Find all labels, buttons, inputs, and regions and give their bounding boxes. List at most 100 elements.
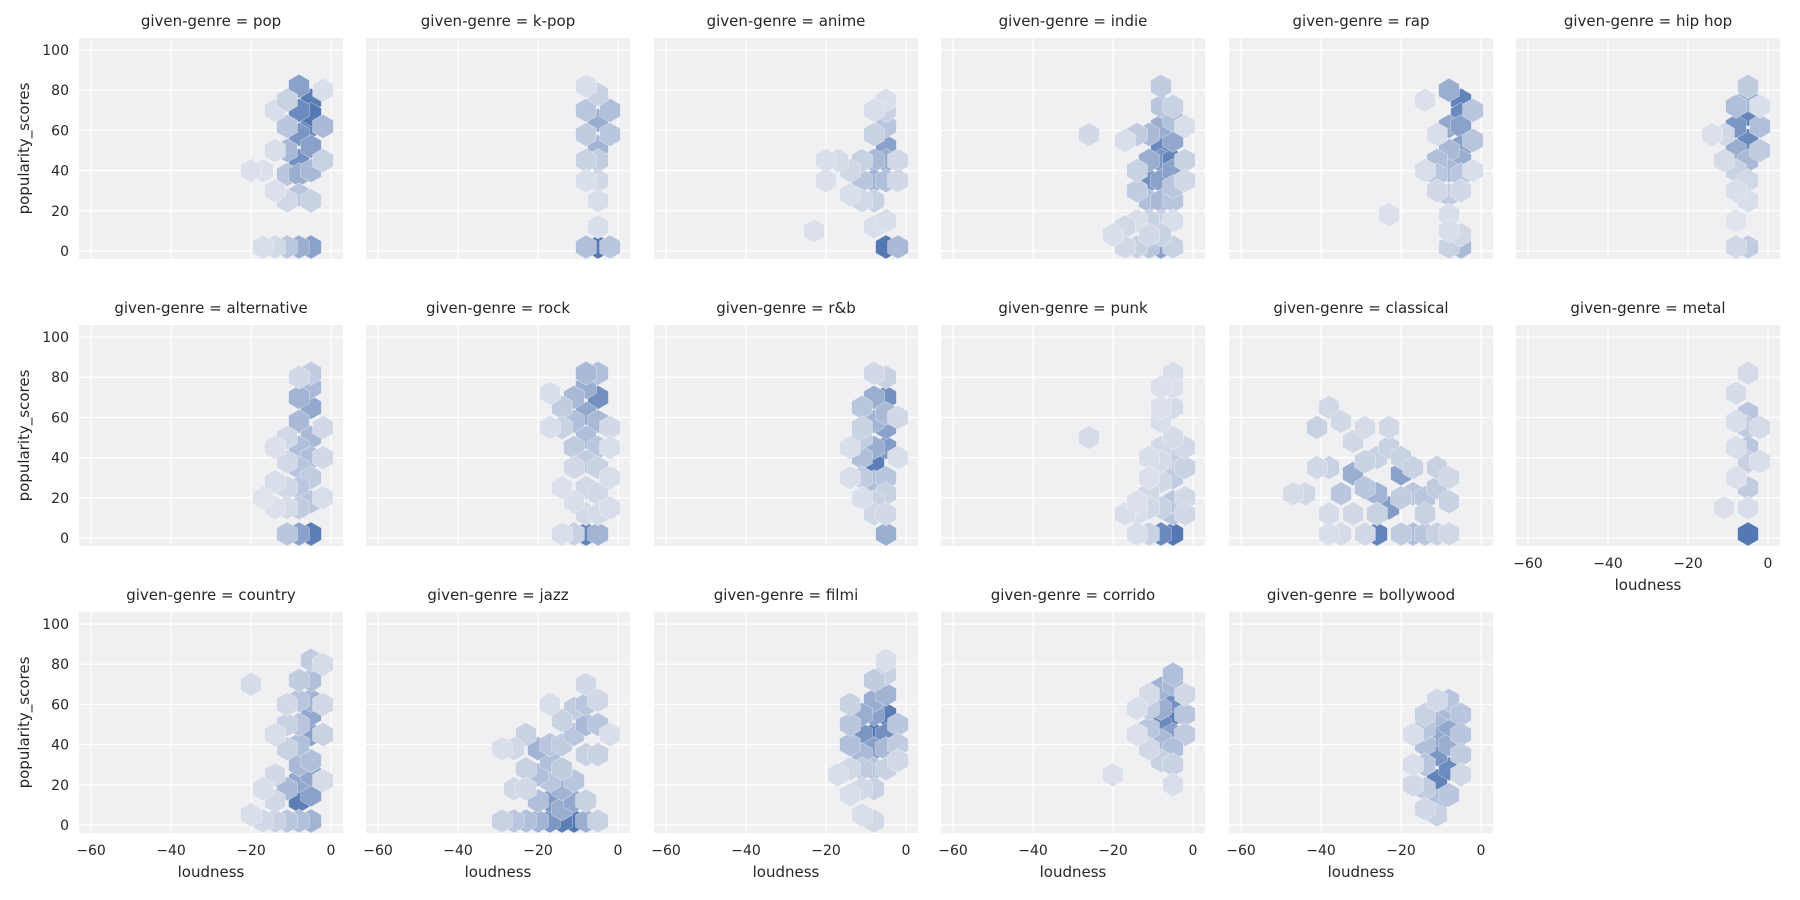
panel-rap: given-genre = rap [1229,12,1493,259]
hexbin [1414,158,1436,183]
hexbin [875,208,897,234]
hexbin [1749,93,1771,119]
hexbin [288,409,310,434]
y-tick-label: 80 [51,370,69,386]
hexbin [1402,455,1424,480]
x-axis-label: loudness [753,863,820,881]
panel-title: given-genre = anime [707,12,866,30]
x-tick-label: −20 [523,843,553,859]
hexbins [839,360,909,546]
y-tick-label: 40 [51,451,69,467]
x-tick-label: −40 [1018,843,1048,859]
hexbin [1438,218,1460,244]
x-tick-label: −40 [1593,556,1623,572]
hexbin [1174,114,1196,139]
hexbin [1078,425,1100,450]
hexbins [1402,688,1472,828]
hexbin [575,168,597,193]
y-axis-label: popularity_scores [15,369,34,501]
y-tick-label: 100 [42,617,69,633]
hexbin [851,415,873,440]
hexbin [587,688,609,713]
hexbin [1402,722,1424,747]
y-tick-label: 20 [51,491,69,507]
hexbin [312,651,334,677]
y-tick-label: 40 [51,738,69,754]
panel-title: given-genre = punk [998,299,1148,317]
y-tick-label: 40 [51,164,69,180]
hexbin [1306,415,1328,440]
hexbin [587,214,609,240]
hexbin [1126,722,1148,747]
x-tick-label: −60 [363,843,393,859]
panel-k-pop: given-genre = k-pop [366,12,630,259]
hexbin [1138,222,1160,248]
hexbin [264,138,286,163]
hexbin [1713,148,1735,173]
hexbin [1414,796,1436,822]
hexbin [1126,521,1148,546]
panel-title: given-genre = metal [1570,299,1725,317]
hexbin [1354,475,1376,501]
panel-classical: given-genre = classical [1229,299,1493,546]
hexbin [1725,380,1747,406]
hexbin [839,692,861,717]
hexbin [1126,696,1148,721]
x-tick-label: −40 [1306,843,1336,859]
hexbin [1378,415,1400,440]
panel-country: given-genre = country 0 20 40 60 80 100 popular… [15,586,343,881]
y-tick-label: 60 [51,697,69,713]
panel-title: given-genre = alternative [114,299,307,317]
hexbin [1438,465,1460,491]
y-tick-label: 60 [51,123,69,139]
hexbin [1749,415,1771,440]
panel-bollywood: given-genre = bollywood −60 −40 −20 0 loudnes… [1226,586,1493,881]
hexbin [264,722,286,747]
panel-rock: given-genre = rock [366,299,630,546]
panel-title: given-genre = k-pop [421,12,575,30]
hexbins [491,671,621,833]
hexbin [1725,178,1747,204]
hexbin [887,234,909,259]
hexbin [587,808,609,833]
hexbin [539,415,561,440]
hexbin [1162,772,1184,798]
hexbin [1402,752,1424,778]
hexbin [312,485,334,511]
hexbins [240,647,334,833]
panel-title: given-genre = country [126,586,296,604]
y-tick-label: 60 [51,410,69,426]
panel-jazz: given-genre = jazz −60 −40 −20 0 loudness [363,586,630,881]
hexbin [1342,501,1364,527]
hexbins [827,647,909,833]
hexbin [1282,481,1304,507]
x-tick-label: 0 [1189,843,1198,859]
y-tick-label: 20 [51,778,69,794]
hexbin [312,722,334,747]
hexbin [252,776,274,802]
panel-title: given-genre = indie [999,12,1148,30]
hexbin [1174,682,1196,707]
hexbin [587,742,609,767]
y-tick-label: 80 [51,657,69,673]
hexbins [575,73,621,259]
hexbin [575,360,597,386]
gridlines [654,612,918,833]
hexbins [1078,360,1196,546]
hexbin [575,73,597,99]
hexbin [491,736,513,761]
hexbin [1102,222,1124,248]
hexbin [312,148,334,173]
y-tick-label: 100 [42,43,69,59]
panel-alternative: given-genre = alternative 0 20 40 60 80 100 pop… [15,299,343,547]
hexbin [851,485,873,511]
hexbin [264,469,286,495]
hexbin [1318,521,1340,546]
hexbin [1102,762,1124,788]
y-tick-label: 100 [42,330,69,346]
hexbin [1438,782,1460,808]
hexbin [887,405,909,430]
hexbin [1126,178,1148,204]
hexbin [875,501,897,527]
